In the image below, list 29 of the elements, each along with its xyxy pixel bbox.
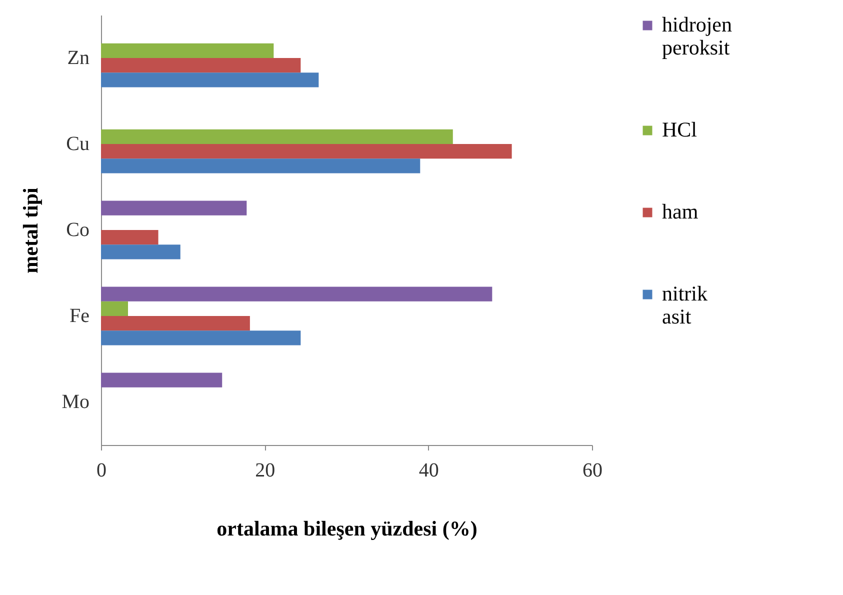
bar	[101, 286, 492, 302]
bar	[101, 43, 274, 58]
legend-label: ham	[662, 200, 698, 224]
y-tick-label: Mo	[62, 391, 90, 413]
y-tick-label: Cu	[66, 133, 90, 155]
y-tick-label: Zn	[67, 47, 90, 69]
y-tick-label: Co	[66, 219, 90, 241]
bar	[101, 144, 512, 159]
bar	[101, 301, 128, 316]
bar	[101, 200, 247, 216]
legend-label: HCl	[662, 118, 698, 142]
bar	[101, 230, 158, 245]
y-tick-label: Fe	[70, 305, 90, 327]
bar	[101, 244, 180, 260]
x-tick-label: 60	[582, 460, 602, 482]
bar	[101, 372, 222, 388]
x-tick-label: 40	[418, 460, 439, 482]
bar	[101, 72, 319, 88]
bar	[101, 158, 420, 174]
x-tick-label: 0	[96, 460, 106, 482]
legend-label: hidrojen peroksit	[662, 12, 732, 60]
bar	[101, 330, 301, 346]
legend-label: nitrik asit	[662, 282, 708, 328]
x-tick-label: 20	[255, 460, 276, 482]
x-axis-title: ortalama bileşen yüzdesi (%)	[216, 516, 478, 540]
y-axis-title: metal tipi	[18, 187, 43, 274]
bar	[101, 58, 301, 73]
bar	[101, 129, 453, 144]
bar	[101, 316, 250, 331]
